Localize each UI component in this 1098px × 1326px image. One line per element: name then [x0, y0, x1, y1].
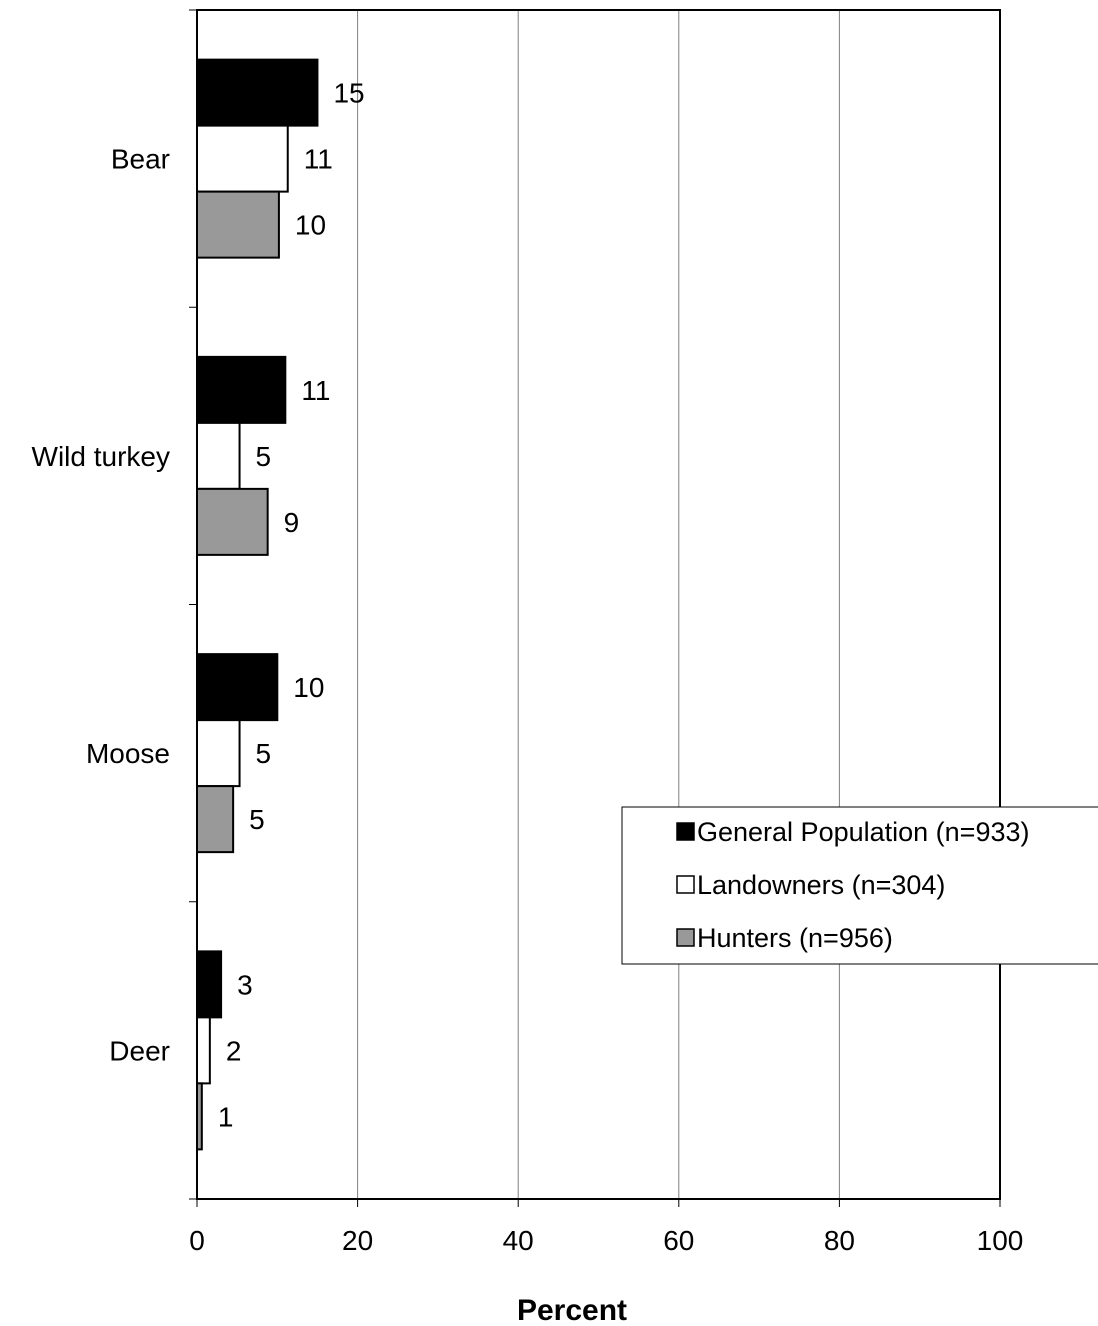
- category-label: Deer: [109, 1035, 170, 1066]
- gridlines: [357, 10, 840, 1199]
- data-label: 10: [295, 210, 326, 241]
- data-label: 5: [249, 804, 265, 835]
- x-axis-title: Percent: [517, 1294, 627, 1326]
- legend-label: Hunters (n=956): [697, 923, 893, 953]
- bar-general-population: [196, 950, 223, 1019]
- category-label: Moose: [86, 738, 170, 769]
- x-tick-label: 80: [824, 1225, 855, 1256]
- x-tick-label: 40: [503, 1225, 534, 1256]
- x-tick-label: 20: [342, 1225, 373, 1256]
- bar-general-population: [196, 355, 287, 424]
- bar-general-population: [196, 653, 279, 722]
- bar-hunters: [196, 487, 269, 556]
- data-label: 10: [293, 672, 324, 703]
- legend-box: [621, 806, 1098, 965]
- legend-swatch: [676, 875, 695, 894]
- bars: [196, 58, 319, 1151]
- x-tick-label: 60: [663, 1225, 694, 1256]
- bar-hunters: [196, 785, 235, 854]
- bar-landowners: [196, 1016, 211, 1085]
- data-label: 9: [284, 507, 300, 538]
- legend-swatch: [676, 822, 695, 841]
- bar-landowners: [196, 719, 241, 788]
- x-tick-label: 100: [977, 1225, 1024, 1256]
- legend-label: General Population (n=933): [697, 817, 1029, 847]
- bar-landowners: [196, 124, 289, 193]
- category-label: Bear: [111, 144, 170, 175]
- legend-swatch: [676, 928, 695, 947]
- data-label: 1: [218, 1101, 234, 1132]
- data-label: 11: [304, 144, 333, 175]
- legend: General Population (n=933) Landowners (n=…: [621, 806, 1098, 965]
- legend-label: Landowners (n=304): [697, 870, 945, 900]
- bar-general-population: [196, 58, 319, 127]
- data-label: 2: [226, 1035, 242, 1066]
- x-tick-label: 0: [189, 1225, 205, 1256]
- axes: [189, 9, 1001, 1207]
- data-label: 11: [301, 375, 330, 406]
- data-label: 3: [237, 969, 253, 1000]
- category-label: Wild turkey: [32, 441, 170, 472]
- bar-hunters: [196, 190, 280, 259]
- plot-frame: [196, 9, 1001, 1200]
- data-label: 5: [256, 738, 272, 769]
- bar-landowners: [196, 421, 241, 490]
- data-label: 5: [256, 441, 272, 472]
- data-label: 15: [333, 78, 364, 109]
